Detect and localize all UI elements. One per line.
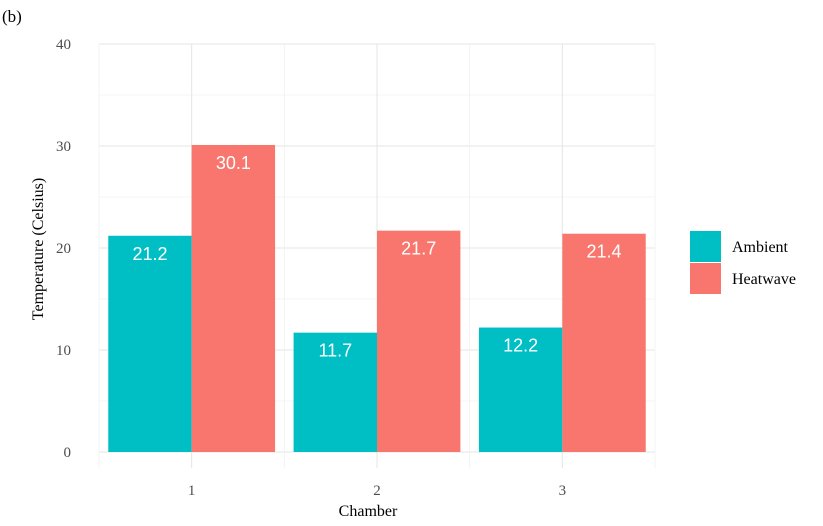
legend-label: Heatwave (732, 271, 796, 288)
bar-ambient (108, 235, 192, 452)
x-axis-title: Chamber (339, 503, 398, 520)
y-tick-label: 20 (56, 241, 71, 257)
bar-value-label: 21.4 (587, 242, 622, 262)
legend: Ambient Heatwave (690, 231, 796, 294)
bar-value-label: 21.7 (401, 239, 436, 259)
legend-label: Ambient (732, 239, 789, 256)
bar-heatwave (562, 233, 646, 452)
x-tick-label: 3 (559, 483, 567, 499)
bar-heatwave (191, 144, 276, 453)
y-axis-ticks: 0 10 20 30 40 (56, 37, 71, 461)
bar-value-label: 12.2 (503, 336, 538, 356)
x-axis-ticks: 1 2 3 (188, 483, 566, 499)
y-tick-label: 10 (56, 343, 71, 359)
bar-ambient (293, 332, 377, 452)
y-tick-label: 0 (64, 445, 72, 461)
y-axis-title: Temperature (Celsius) (30, 178, 47, 320)
bar-value-label: 11.7 (318, 341, 352, 361)
legend-key-ambient (690, 231, 721, 262)
data-labels: 21.2 11.7 12.2 30.1 21.7 21.4 (132, 153, 621, 361)
bar-ambient (478, 327, 563, 452)
y-tick-label: 40 (56, 37, 71, 53)
x-tick-label: 2 (373, 483, 381, 499)
y-tick-label: 30 (56, 139, 71, 155)
bar-value-label: 30.1 (216, 153, 251, 173)
bar-value-label: 21.2 (132, 244, 167, 264)
legend-key-heatwave (690, 263, 721, 294)
x-tick-label: 1 (188, 483, 196, 499)
bars (108, 144, 646, 453)
panel-label: (b) (2, 7, 22, 26)
bar-heatwave (377, 230, 461, 452)
